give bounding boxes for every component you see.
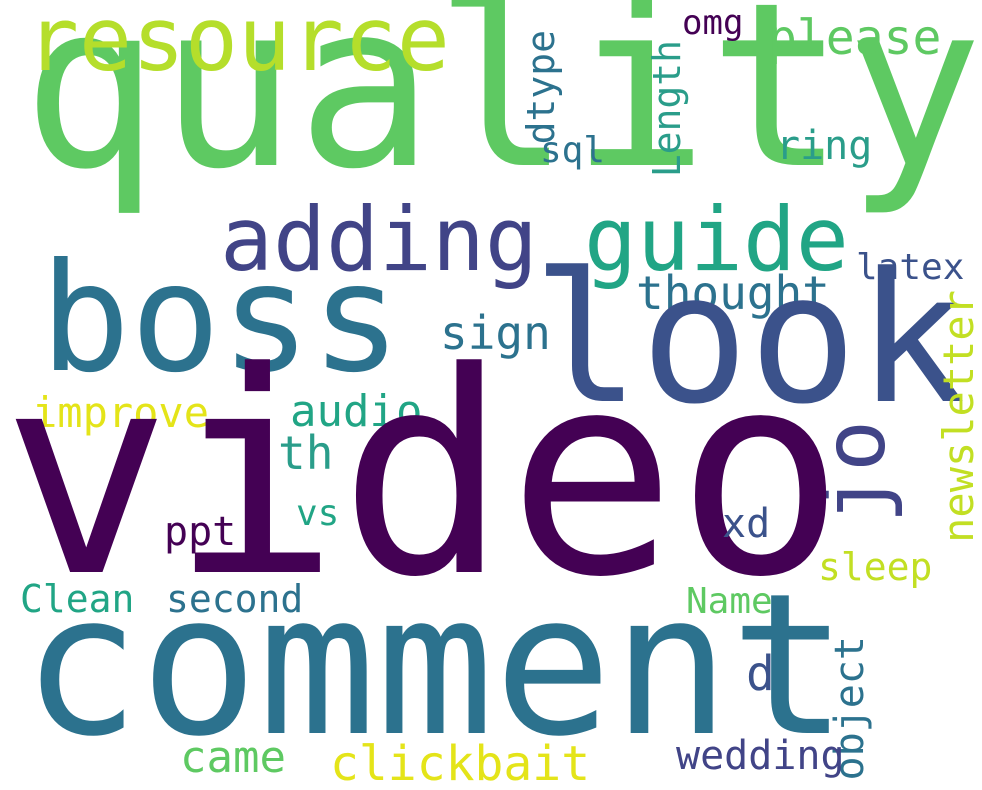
word-video: video	[2, 313, 845, 639]
word-xd: xd	[722, 501, 771, 547]
word-sign: sign	[440, 306, 551, 360]
word-length: Length	[645, 40, 689, 178]
word-omg: omg	[682, 3, 744, 43]
word-came: came	[180, 732, 286, 783]
word-latex: latex	[856, 247, 965, 288]
word-name: Name	[686, 581, 773, 622]
word-th: th	[278, 426, 334, 480]
word-boss: boss	[40, 232, 402, 406]
word-clean: Clean	[20, 577, 135, 621]
word-comment: comment	[22, 552, 849, 780]
word-clickbait: clickbait	[330, 736, 591, 790]
word-thought: thought	[636, 266, 830, 320]
word-d: d	[746, 646, 775, 702]
word-audio: audio	[290, 386, 423, 437]
word-ring: ring	[776, 123, 873, 169]
word-resource: resource	[26, 0, 450, 91]
word-vs: vs	[296, 493, 340, 534]
word-adding: adding	[220, 188, 538, 291]
word-ppt: ppt	[164, 509, 237, 555]
word-quality: quality	[22, 0, 982, 219]
word-look: look	[532, 235, 966, 444]
word-newsletter: newsletter	[934, 290, 982, 543]
word-second: second	[166, 577, 304, 621]
word-please: please	[768, 10, 942, 66]
word-improve: improve	[32, 388, 210, 437]
word-sql: sql	[540, 130, 606, 171]
word-guide: guide	[584, 188, 849, 291]
word-dtype: dtype	[519, 30, 563, 145]
word-wedding: wedding	[676, 733, 845, 779]
word-sleep: sleep	[818, 545, 933, 589]
